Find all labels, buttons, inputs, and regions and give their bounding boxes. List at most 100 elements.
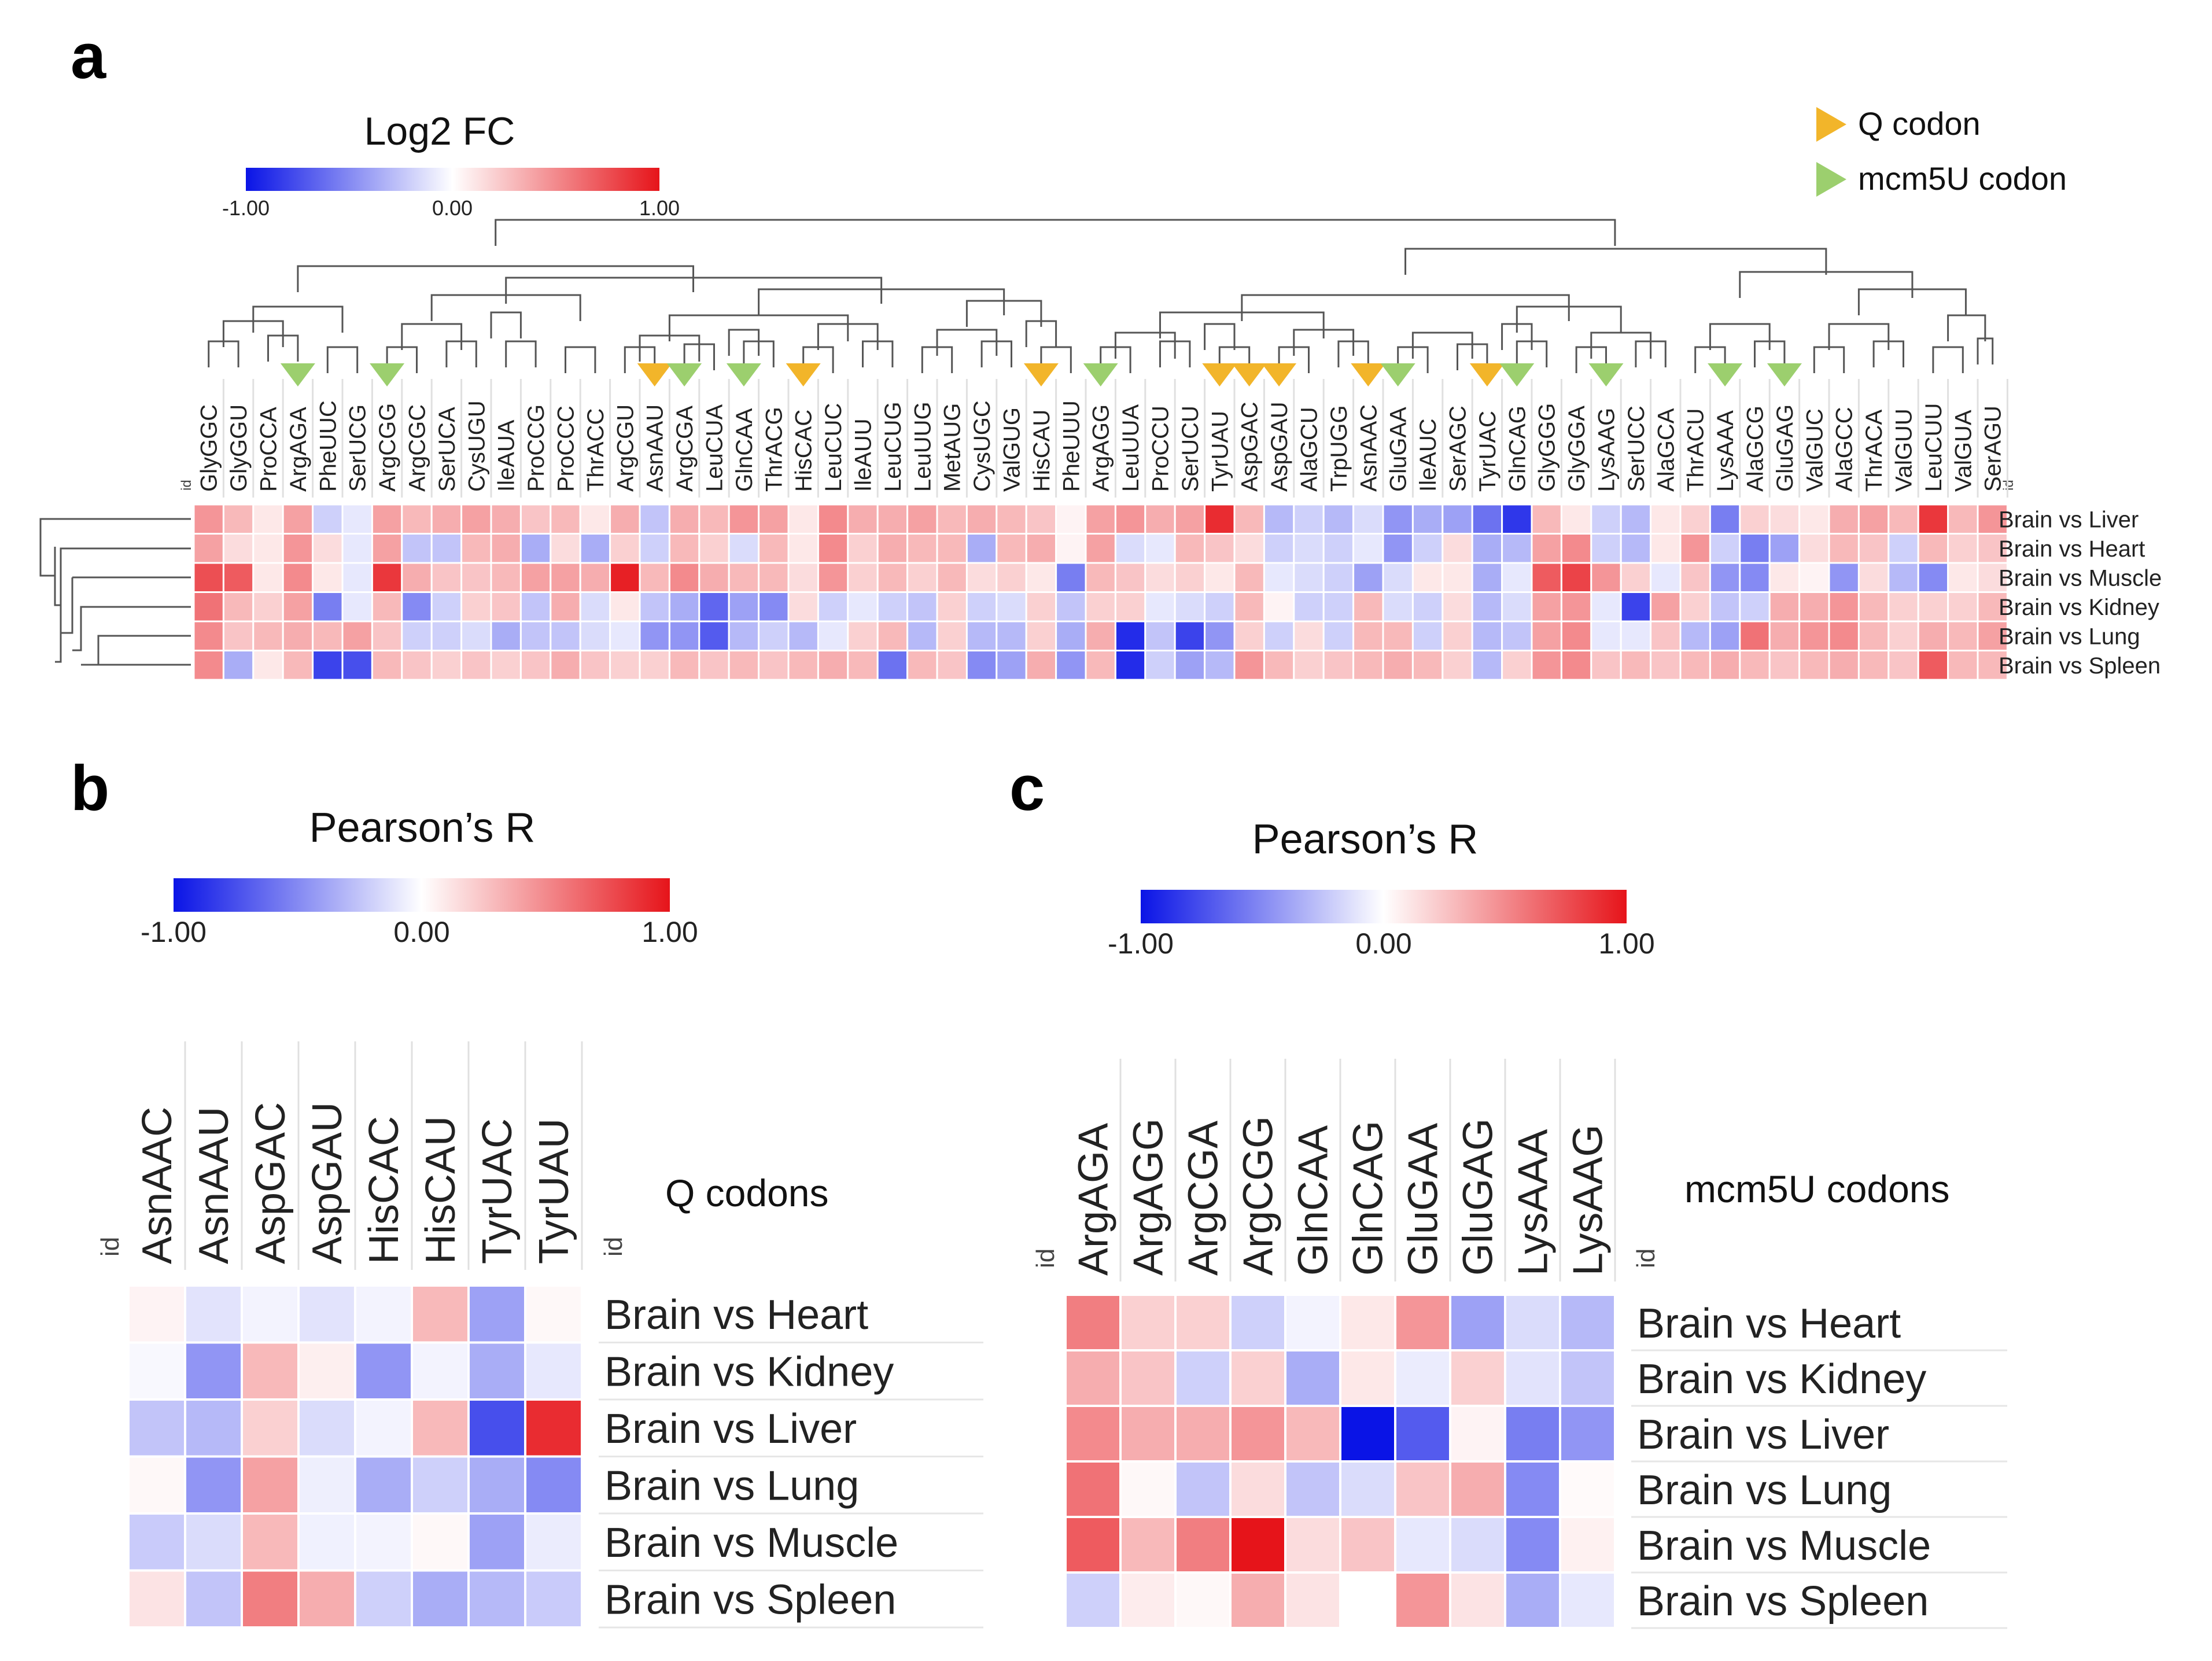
column-label-alagcc: AlaGCC xyxy=(1832,407,1857,492)
heatmap-cell-brain-vs-kidney-alagcu xyxy=(1293,591,1325,623)
heatmap-cell-brain-vs-liver-metaug xyxy=(936,503,968,535)
heatmap-cell-brain-vs-kidney-glncag xyxy=(1339,1349,1396,1407)
column-label-hiscau: HisCAU xyxy=(418,1116,464,1264)
heatmap-cell-brain-vs-spleen-cysugc xyxy=(965,650,998,681)
heatmap-cell-brain-vs-spleen-leucuu xyxy=(1917,650,1949,681)
heatmap-cell-brain-vs-lung-leucuc xyxy=(817,620,849,651)
heatmap-cell-brain-vs-lung-trpugg xyxy=(1322,620,1355,651)
heatmap-cell-brain-vs-spleen-argcga xyxy=(668,650,701,681)
column-dendrogram-branch xyxy=(505,340,537,367)
heatmap-cell-brain-vs-kidney-argcga xyxy=(668,591,701,623)
heatmap-cell-brain-vs-lung-alagcu xyxy=(1293,620,1325,651)
heatmap-cell-brain-vs-lung-tyruac xyxy=(1471,620,1503,651)
row-label-brain-vs-spleen: Brain vs Spleen xyxy=(604,1577,896,1623)
heatmap-cell-brain-vs-muscle-asnaau xyxy=(184,1512,243,1572)
heatmap-cell-brain-vs-heart-glygga xyxy=(1560,533,1592,564)
heatmap-cell-brain-vs-muscle-pheuuu xyxy=(1055,562,1087,593)
heatmap-cell-brain-vs-spleen-argaga xyxy=(282,650,314,681)
heatmap-cell-brain-vs-kidney-leuuug xyxy=(906,591,938,623)
heatmap-cell-brain-vs-heart-argcga xyxy=(1174,1294,1232,1351)
heatmap-cell-brain-vs-heart-seragc xyxy=(1442,533,1473,564)
heatmap-cell-brain-vs-liver-pheuuu xyxy=(1055,503,1087,535)
heatmap-cell-brain-vs-spleen-serucu xyxy=(1174,650,1206,681)
heatmap-cell-brain-vs-muscle-glyggg xyxy=(1531,562,1562,593)
panel-a-label: a xyxy=(71,21,106,92)
panel-c-row-labels: Brain vs Heart Brain vs Kidney Brain vs Li… xyxy=(1631,1301,2007,1629)
heatmap-cell-brain-vs-kidney-asnaac xyxy=(127,1341,186,1401)
heatmap-cell-brain-vs-muscle-leucuu xyxy=(1917,562,1949,593)
heatmap-cell-brain-vs-kidney-tyruau xyxy=(524,1341,583,1401)
column-label-glugaa: GluGAA xyxy=(1400,1123,1447,1276)
column-label-aspgau: AspGAU xyxy=(304,1102,351,1264)
heatmap-cell-brain-vs-spleen-aspgau xyxy=(297,1569,356,1629)
heatmap-cell-brain-vs-liver-cysugu xyxy=(460,503,492,535)
column-label-argagg: ArgAGG xyxy=(1089,404,1114,492)
row-dendrogram-branch xyxy=(39,518,191,577)
heatmap-cell-brain-vs-heart-valgua xyxy=(1947,533,1979,564)
heatmap-cell-brain-vs-muscle-argcgu xyxy=(609,562,641,593)
column-label-hiscac: HisCAC xyxy=(791,410,817,492)
heatmap-cell-brain-vs-liver-glugaa xyxy=(1382,503,1414,535)
heatmap-cell-brain-vs-muscle-alagcg xyxy=(1739,562,1771,593)
heatmap-cell-brain-vs-liver-glncag xyxy=(1339,1405,1396,1463)
heatmap-cell-brain-vs-liver-leuuua xyxy=(1114,503,1146,535)
heatmap-cell-brain-vs-liver-proccc xyxy=(550,503,581,535)
q-codon-marker-icon-hiscac xyxy=(786,363,821,386)
column-dendrogram-branch xyxy=(1739,271,1914,298)
panel-b: b Pearson’s R -1.00 0.00 1.00 Q codons i… xyxy=(71,753,983,1629)
heatmap-cell-brain-vs-liver-seragc xyxy=(1442,503,1473,535)
heatmap-cell-brain-vs-spleen-lysaaa xyxy=(1709,650,1741,681)
heatmap-cell-brain-vs-liver-proccu xyxy=(1144,503,1176,535)
heatmap-cell-brain-vs-heart-seruca xyxy=(430,533,463,564)
panel-c-colorbar-gradient xyxy=(1141,890,1627,923)
heatmap-cell-brain-vs-heart-hiscac xyxy=(787,533,819,564)
heatmap-cell-brain-vs-lung-argcga xyxy=(668,620,701,651)
heatmap-cell-brain-vs-kidney-valgua xyxy=(1947,591,1979,623)
heatmap-cell-brain-vs-spleen-proccg xyxy=(519,650,552,681)
heatmap-cell-brain-vs-kidney-glyggg xyxy=(1531,591,1562,623)
heatmap-cell-brain-vs-heart-leuuug xyxy=(906,533,938,564)
panel-a-legend: Q codon mcm5U codon xyxy=(1816,105,2067,197)
heatmap-cell-brain-vs-heart-tyruau xyxy=(524,1284,583,1344)
heatmap-cell-brain-vs-spleen-aspgac xyxy=(241,1569,300,1629)
heatmap-cell-brain-vs-muscle-alagcc xyxy=(1828,562,1860,593)
heatmap-cell-brain-vs-heart-proccu xyxy=(1144,533,1176,564)
column-label-glncaa: GlnCAA xyxy=(1291,1125,1337,1276)
column-label-glyggu: GlyGGU xyxy=(226,404,252,492)
heatmap-cell-brain-vs-liver-alagcc xyxy=(1828,503,1860,535)
heatmap-cell-brain-vs-liver-seruca xyxy=(430,503,463,535)
heatmap-cell-brain-vs-heart-proccg xyxy=(519,533,552,564)
heatmap-cell-brain-vs-liver-argagg xyxy=(1119,1405,1177,1463)
row-label-brain-vs-muscle: Brain vs Muscle xyxy=(604,1520,898,1566)
column-label-leucuu: LeuCUU xyxy=(1921,403,1946,492)
heatmap-cell-brain-vs-liver-leuuug xyxy=(906,503,938,535)
heatmap-cell-brain-vs-spleen-asnaac xyxy=(1352,650,1384,681)
heatmap-cell-brain-vs-heart-alagca xyxy=(1650,533,1682,564)
heatmap-cell-brain-vs-spleen-leucua xyxy=(698,650,730,681)
heatmap-cell-brain-vs-muscle-asnaau xyxy=(639,562,670,593)
column-label-thracc: ThrACC xyxy=(583,408,609,492)
heatmap-cell-brain-vs-spleen-argagg xyxy=(1119,1571,1177,1629)
heatmap-cell-brain-vs-spleen-hiscac xyxy=(787,650,819,681)
heatmap-cell-brain-vs-heart-aspgau xyxy=(1263,533,1295,564)
heatmap-cell-brain-vs-spleen-glncaa xyxy=(1284,1571,1341,1629)
heatmap-cell-brain-vs-kidney-leucua xyxy=(698,591,730,623)
heatmap-cell-brain-vs-lung-asnaac xyxy=(1352,620,1384,651)
column-label-glygga: GlyGGA xyxy=(1564,406,1590,492)
heatmap-cell-brain-vs-kidney-thracu xyxy=(1679,591,1711,623)
heatmap-cell-brain-vs-liver-ileauc xyxy=(1411,503,1444,535)
heatmap-cell-brain-vs-muscle-argcgc xyxy=(401,562,433,593)
heatmap-cell-brain-vs-muscle-procca xyxy=(252,562,284,593)
heatmap-cell-brain-vs-lung-glugaa xyxy=(1382,620,1414,651)
heatmap-cell-brain-vs-heart-glyggc xyxy=(193,533,224,564)
heatmap-cell-brain-vs-lung-lysaag xyxy=(1590,620,1622,651)
heatmap-cell-brain-vs-liver-aspgac xyxy=(241,1398,300,1458)
column-label-procca: ProCCA xyxy=(256,407,282,492)
heatmap-cell-brain-vs-spleen-glyggu xyxy=(222,650,255,681)
heatmap-cell-brain-vs-spleen-leucug xyxy=(876,650,909,681)
heatmap-cell-brain-vs-liver-alagcg xyxy=(1739,503,1771,535)
heatmap-cell-brain-vs-muscle-proccc xyxy=(550,562,581,593)
heatmap-cell-brain-vs-kidney-seruca xyxy=(430,591,463,623)
heatmap-cell-brain-vs-kidney-asnaau xyxy=(639,591,670,623)
heatmap-cell-brain-vs-lung-aspgac xyxy=(1233,620,1265,651)
